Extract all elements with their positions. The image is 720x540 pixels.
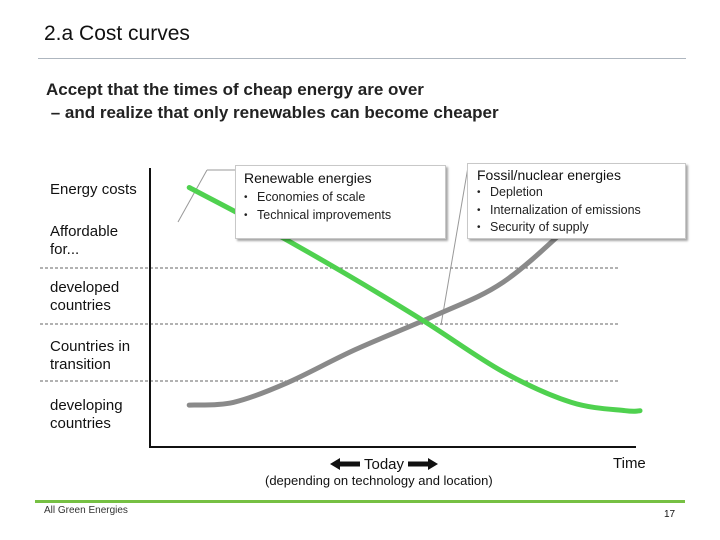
subtitle-line-2: – and realize that only renewables can b… (46, 103, 499, 122)
slide-title: 2.a Cost curves (44, 22, 190, 45)
callout-leader-renewable-diag (177, 169, 208, 223)
callout-fossil-bullet: Internalization of emissions (477, 202, 685, 220)
callout-fossil-title: Fossil/nuclear energies (477, 167, 621, 183)
x-axis-label: Time (613, 455, 646, 472)
callout-renewable-title: Renewable energies (244, 170, 372, 186)
row-header-label: Affordable for... (50, 223, 119, 258)
band-label-developing: developing countries (50, 397, 123, 432)
callout-renewable: Renewable energies Economies of scale Te… (235, 165, 446, 239)
arrow-left-icon (330, 458, 360, 470)
footer-brand: All Green Energies (44, 505, 128, 516)
today-label: Today (364, 455, 405, 473)
callout-fossil: Fossil/nuclear energies Depletion Intern… (467, 163, 686, 239)
callout-leader-fossil (440, 166, 469, 326)
y-axis-label: Energy costs (50, 181, 137, 198)
today-marker: Today (330, 454, 439, 474)
title-divider (38, 58, 686, 59)
callout-fossil-bullet: Security of supply (477, 219, 685, 237)
callout-renewable-bullet: Economies of scale (244, 189, 445, 207)
subtitle-line-1: Accept that the times of cheap energy ar… (46, 80, 424, 99)
callout-renewable-bullets: Economies of scale Technical improvement… (244, 189, 445, 224)
callout-fossil-bullets: Depletion Internalization of emissions S… (477, 184, 685, 237)
arrow-right-icon (408, 458, 439, 470)
slide-subtitle: Accept that the times of cheap energy ar… (46, 78, 499, 124)
band-label-transition: Countries in transition (50, 338, 131, 373)
callout-fossil-bullet: Depletion (477, 184, 685, 202)
footer-divider (35, 500, 685, 503)
page-number: 17 (664, 509, 676, 520)
today-footnote: (depending on technology and location) (265, 473, 493, 488)
band-label-developed: developed countries (50, 279, 120, 314)
callout-renewable-bullet: Technical improvements (244, 207, 445, 225)
